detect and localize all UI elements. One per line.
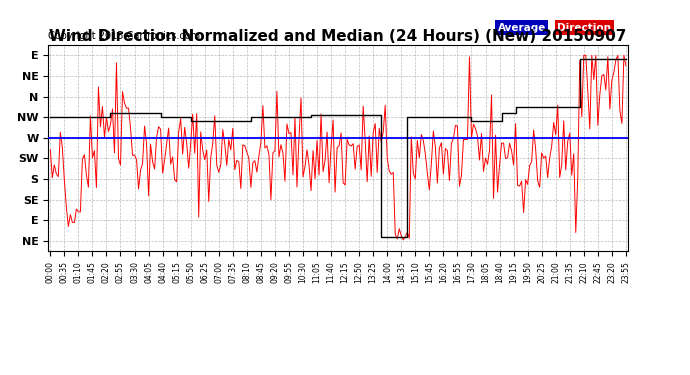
Title: Wind Direction Normalized and Median (24 Hours) (New) 20150907: Wind Direction Normalized and Median (24… xyxy=(50,29,627,44)
Text: Average: Average xyxy=(497,22,546,33)
Text: Copyright 2015 Cartronics.com: Copyright 2015 Cartronics.com xyxy=(48,32,200,41)
Text: Direction: Direction xyxy=(558,22,611,33)
